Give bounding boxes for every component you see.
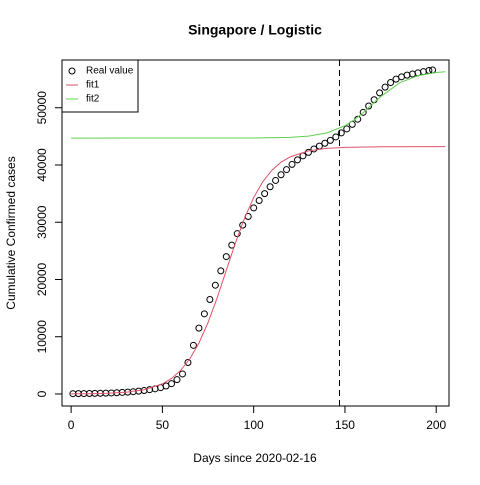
point	[217, 267, 225, 275]
point	[266, 183, 274, 191]
point	[376, 89, 384, 97]
point	[419, 68, 427, 76]
fit-line	[71, 71, 446, 139]
point	[195, 324, 203, 332]
point	[261, 190, 269, 198]
point	[277, 171, 285, 179]
point	[189, 341, 197, 349]
point	[200, 310, 208, 318]
point	[206, 296, 214, 304]
point	[310, 145, 318, 153]
point	[178, 370, 186, 378]
point	[184, 358, 192, 366]
point	[255, 196, 263, 204]
point	[337, 129, 345, 137]
legend-box	[61, 59, 139, 113]
y-tick-label: 40000	[35, 148, 49, 182]
legend-label: Real value	[86, 66, 134, 77]
point	[326, 136, 334, 144]
point	[250, 204, 258, 212]
point	[321, 139, 329, 147]
x-tick-label: 100	[244, 418, 264, 432]
point	[429, 66, 437, 74]
point	[173, 376, 181, 384]
point	[272, 176, 280, 184]
x-tick-label: 150	[335, 418, 355, 432]
legend-label: fit2	[86, 94, 100, 105]
legend-symbol	[68, 67, 76, 75]
y-axis-label: Cumulative Confirmed cases	[4, 156, 18, 309]
y-tick-label: 0	[35, 390, 49, 397]
chart-title: Singapore / Logistic	[188, 22, 322, 38]
point	[293, 156, 301, 164]
y-tick-label: 50000	[35, 91, 49, 125]
y-tick-label: 30000	[35, 205, 49, 239]
y-tick-label: 20000	[35, 262, 49, 296]
point	[222, 253, 230, 261]
point	[408, 70, 416, 78]
point	[381, 83, 389, 91]
y-tick-label: 10000	[35, 320, 49, 354]
x-axis-label: Days since 2020-02-16	[193, 451, 317, 465]
point	[288, 160, 296, 168]
point	[370, 96, 378, 104]
x-tick-label: 200	[426, 418, 446, 432]
point	[168, 380, 176, 388]
fit-line	[71, 146, 446, 395]
point	[211, 281, 219, 289]
point	[332, 133, 340, 141]
plot-box	[61, 59, 450, 407]
x-tick-label: 0	[68, 418, 75, 432]
point	[403, 71, 411, 79]
legend-label: fit1	[86, 80, 100, 91]
point	[343, 125, 351, 133]
point	[283, 166, 291, 174]
point	[359, 108, 367, 116]
point	[387, 79, 395, 87]
x-tick-label: 50	[156, 418, 170, 432]
point	[365, 102, 373, 110]
